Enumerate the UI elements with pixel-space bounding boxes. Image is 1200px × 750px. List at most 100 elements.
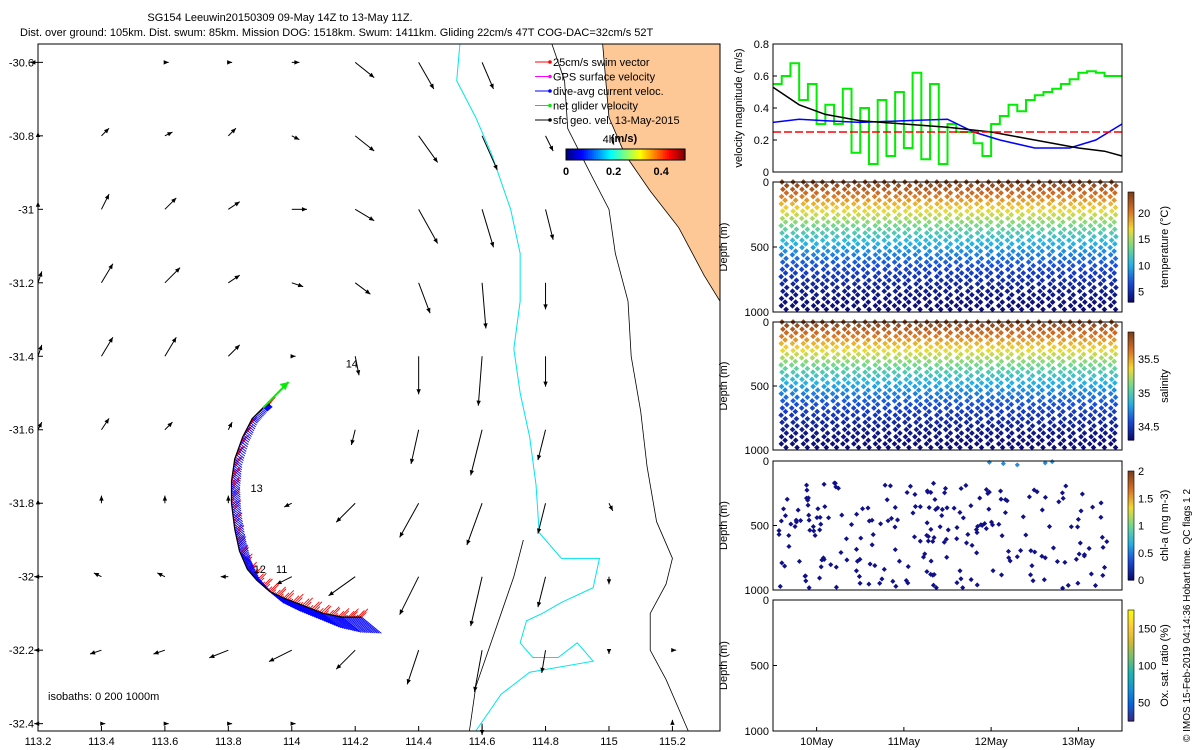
chla-point	[968, 577, 974, 583]
profile-cell	[1025, 390, 1031, 397]
profile-cell	[1026, 193, 1033, 200]
profile-cell	[784, 262, 790, 269]
profile-cell	[1035, 201, 1042, 207]
profile-cell	[783, 430, 790, 436]
profile-cell	[968, 372, 974, 379]
chla-point	[920, 554, 927, 560]
profile-cell	[800, 419, 807, 426]
profile-cell	[922, 376, 929, 383]
profile-cell	[800, 281, 807, 287]
profile-cell	[1040, 233, 1047, 240]
chla-point	[974, 582, 980, 588]
profile-cell	[1102, 430, 1109, 436]
profile-cell	[922, 244, 928, 251]
profile-cell	[1102, 292, 1109, 298]
time-tick-label: 12May	[975, 736, 1009, 748]
profile-cell	[957, 306, 963, 313]
profile-cell	[1016, 222, 1022, 229]
colorbar-cell	[1128, 401, 1134, 404]
profile-cell	[923, 441, 930, 447]
profile-cell	[969, 292, 975, 298]
profile-cell	[823, 255, 830, 262]
profile-cell	[1051, 182, 1058, 189]
profile-cell	[905, 415, 912, 422]
profile-cell	[799, 273, 806, 280]
profile-cell	[1061, 233, 1067, 240]
profile-cell	[840, 412, 846, 419]
profile-cell	[1025, 398, 1032, 404]
geo-velocity-arrow	[93, 572, 102, 578]
profile-cell	[783, 190, 790, 196]
profile-cell	[968, 284, 974, 291]
colorbar-cell	[1128, 375, 1134, 378]
profile-cell	[840, 419, 847, 426]
profile-cell	[896, 401, 903, 408]
colorbar-cell	[1128, 549, 1134, 553]
profile-cell	[1009, 408, 1016, 415]
temp-colorbar-label: temperature (°C)	[1159, 206, 1171, 288]
profile-cell	[937, 387, 944, 393]
profile-cell	[1107, 251, 1114, 258]
profile-cell	[1061, 394, 1068, 401]
profile-cell	[835, 219, 841, 225]
profile-cell	[1066, 398, 1073, 404]
profile-cell	[1015, 186, 1022, 193]
colorbar-cell	[1128, 553, 1134, 557]
profile-cell	[985, 419, 992, 426]
profile-cell	[1040, 380, 1047, 386]
profile-cell	[1039, 277, 1046, 284]
profile-cell	[870, 326, 877, 332]
isobaths-label: isobaths: 0 200 1000m	[48, 691, 159, 703]
colorbar-cell	[1128, 362, 1134, 365]
profile-cell	[995, 347, 1001, 354]
profile-cell	[821, 433, 827, 440]
chla-point	[887, 483, 893, 489]
profile-cell	[1029, 248, 1036, 254]
profile-cell	[1056, 288, 1062, 295]
profile-cell	[994, 355, 1000, 361]
profile-cell	[830, 259, 836, 265]
profile-cell	[1090, 226, 1097, 233]
profile-cell	[917, 284, 924, 291]
profile-cell	[820, 405, 827, 411]
profile-cell	[947, 292, 954, 298]
profile-cell	[1088, 266, 1095, 273]
profile-cell	[823, 322, 830, 329]
profile-cell	[957, 401, 964, 408]
profile-cell	[1010, 197, 1016, 204]
profile-cell	[825, 197, 831, 204]
chla-point	[878, 521, 884, 527]
profile-cell	[813, 241, 820, 247]
profile-cell	[1070, 329, 1077, 336]
profile-cell	[862, 390, 868, 397]
profile-cell	[1108, 237, 1115, 244]
profile-cell	[809, 266, 816, 273]
colorbar-cell	[1128, 288, 1134, 292]
profile-cell	[1008, 372, 1015, 379]
profile-cell	[1047, 419, 1053, 426]
geo-velocity-arrow	[290, 354, 296, 359]
profile-cell	[902, 295, 909, 302]
profile-cell	[1081, 190, 1088, 196]
profile-cell	[964, 193, 971, 200]
profile-cell	[778, 273, 784, 280]
profile-cell	[814, 415, 821, 422]
dac-vector	[252, 417, 259, 423]
profile-cell	[1071, 358, 1077, 365]
swim-vector	[294, 593, 304, 603]
profile-cell	[825, 270, 831, 276]
profile-cell	[841, 186, 848, 193]
profile-cell	[895, 204, 902, 211]
profile-cell	[872, 369, 878, 376]
profile-cell	[979, 322, 985, 329]
profile-cell	[841, 326, 848, 332]
profile-cell	[885, 351, 892, 358]
chla-point	[1063, 483, 1069, 489]
profile-cell	[840, 244, 847, 251]
profile-cell	[902, 347, 909, 354]
profile-cell	[1009, 241, 1015, 247]
profile-cell	[885, 306, 892, 313]
profile-cell	[937, 437, 944, 444]
profile-cell	[1070, 380, 1077, 386]
profile-cell	[789, 201, 796, 207]
